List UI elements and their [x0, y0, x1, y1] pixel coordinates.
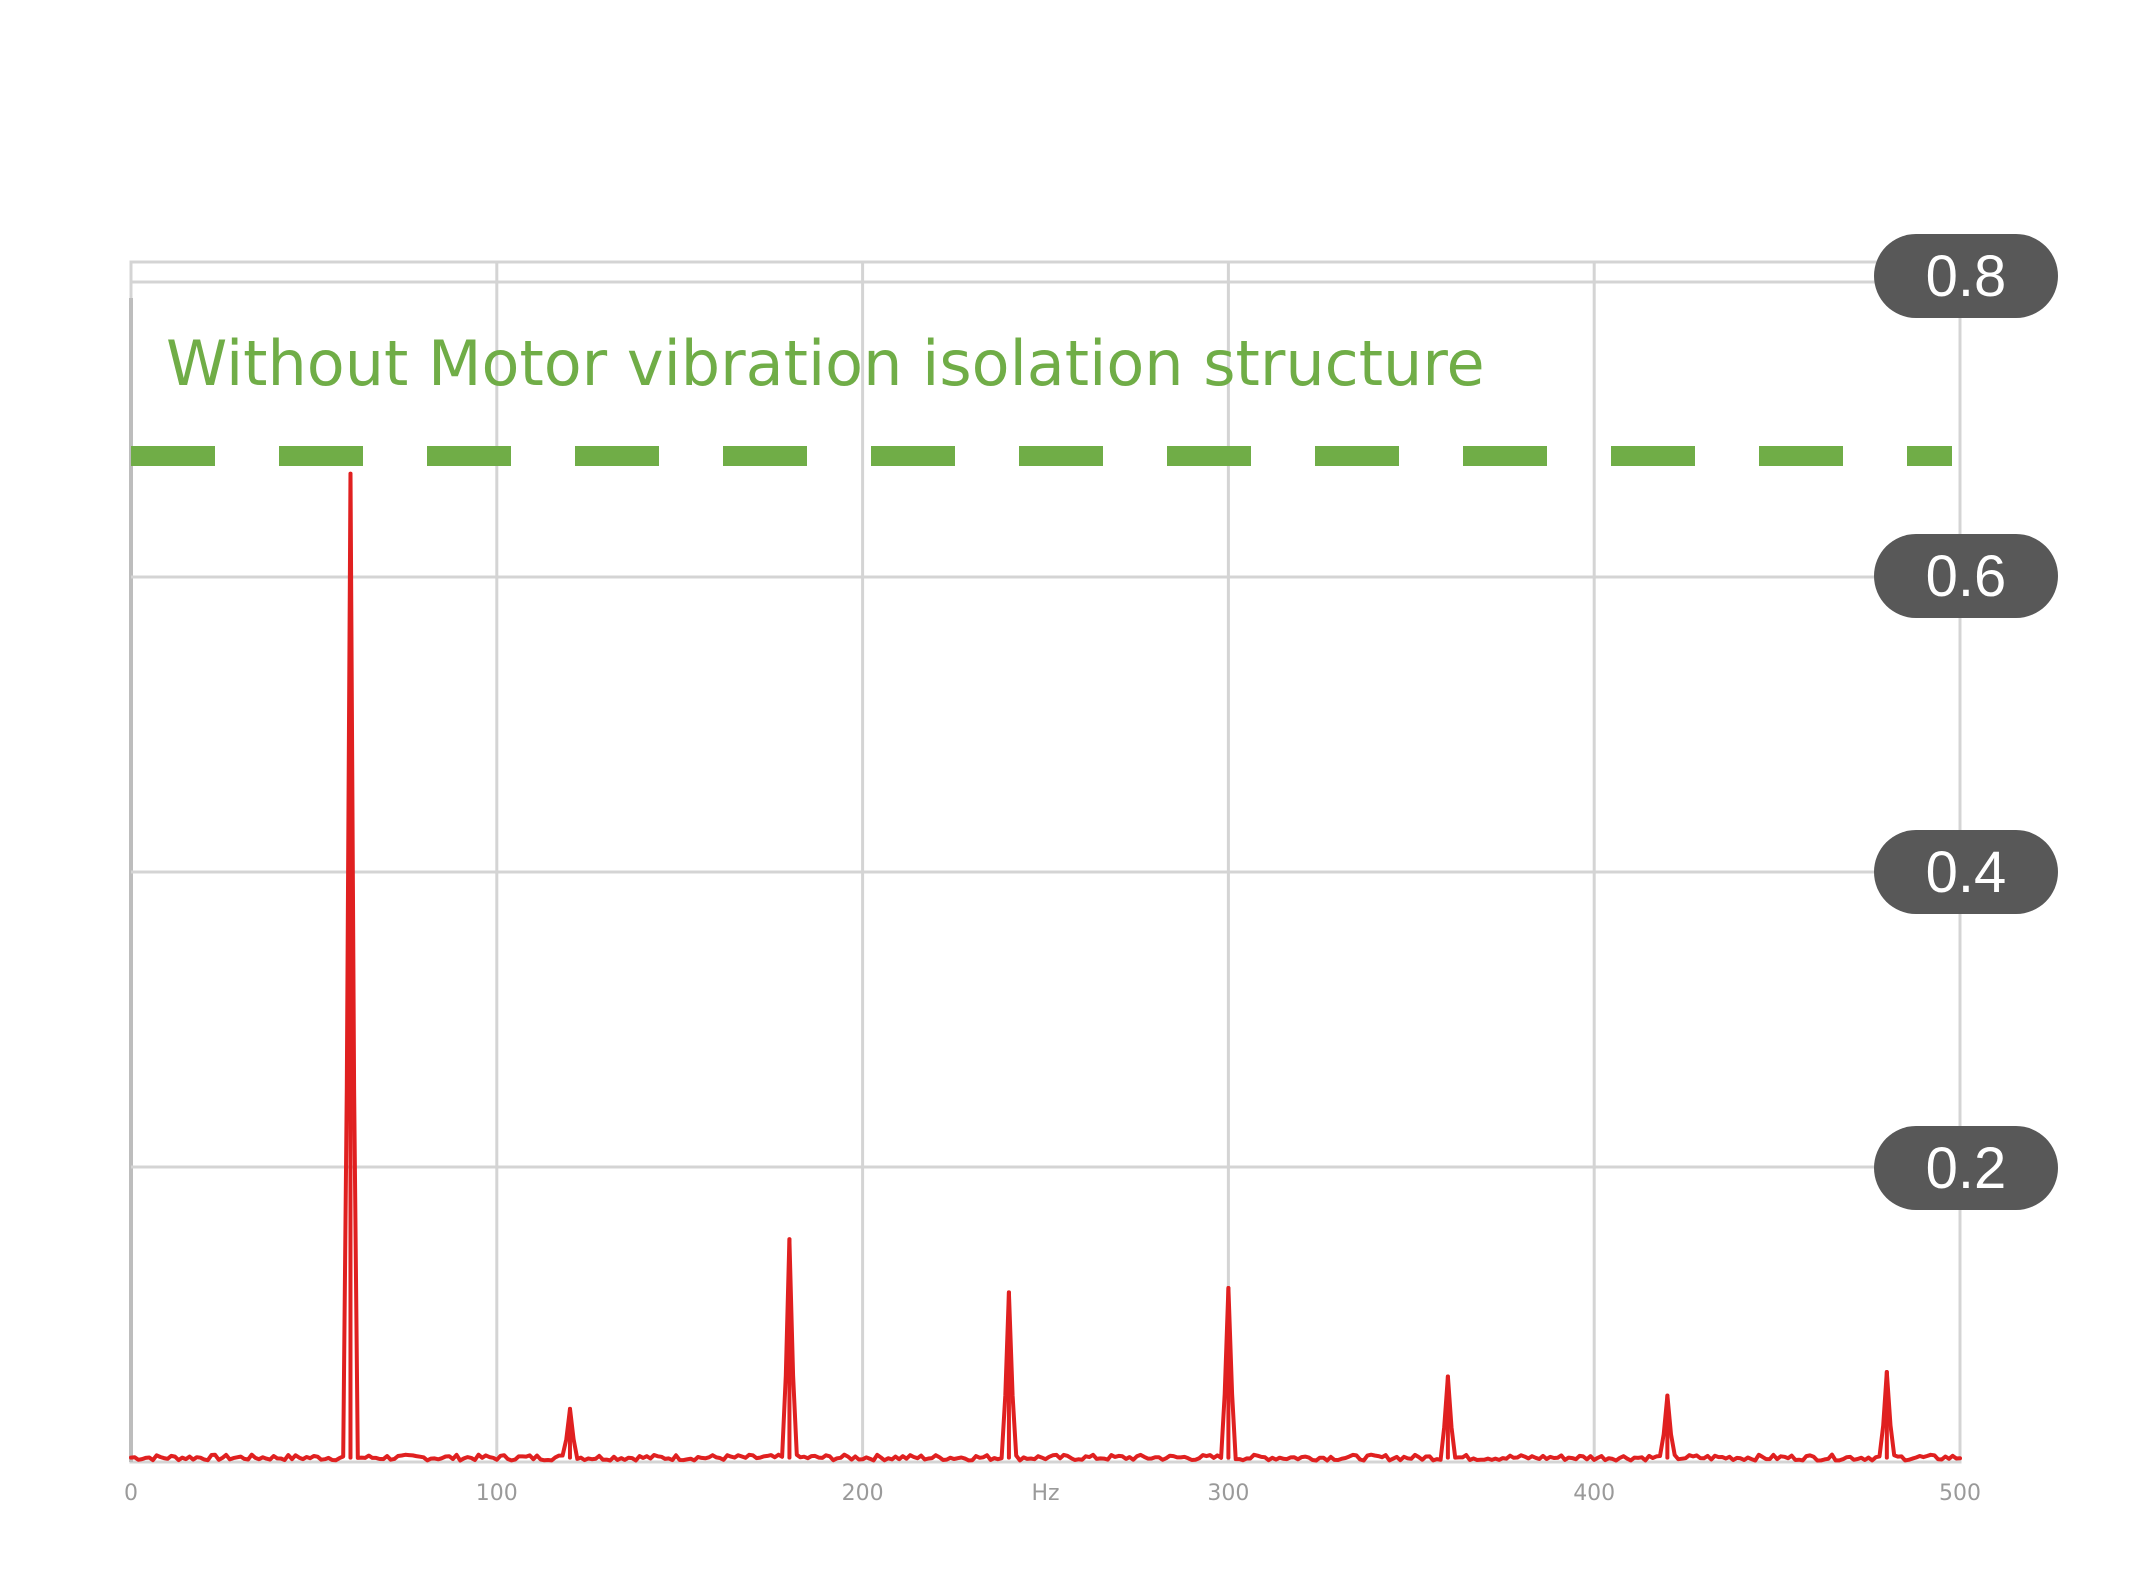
plot-frame [129, 260, 1962, 1464]
grid [129, 260, 1962, 1464]
x-tick-label: 200 [842, 1481, 884, 1506]
y-tick-label: 0.2 [1926, 1136, 2007, 1201]
y-tick-label: 0.6 [1926, 544, 2007, 609]
annotation-layer: Without Motor vibration isolation struct… [131, 327, 1952, 466]
x-tick-label: 500 [1939, 1481, 1981, 1506]
x-tick-label: Hz [1031, 1481, 1059, 1506]
y-tick-badge: 0.8 [1874, 234, 2058, 318]
x-tick-label: 300 [1207, 1481, 1249, 1506]
series-layer [129, 471, 1962, 1463]
x-tick-label: 400 [1573, 1481, 1615, 1506]
y-tick-label: 0.8 [1926, 244, 2007, 309]
y-tick-label: 0.4 [1926, 840, 2007, 905]
spectrum-line [129, 471, 1962, 1463]
x-tick-label: 100 [476, 1481, 518, 1506]
y-badge-pill [1874, 1126, 2058, 1210]
x-axis-ticks: 0 100 200 Hz 300 400 500 [124, 1481, 1981, 1506]
y-tick-badge: 0.6 [1874, 534, 2058, 618]
annotation-text: Without Motor vibration isolation struct… [166, 327, 1485, 400]
y-badge-pill [1874, 234, 2058, 318]
y-badge-pill [1874, 830, 2058, 914]
y-tick-badge: 0.2 [1874, 1126, 2058, 1210]
y-axis-badges: 0.8 0.6 0.4 0.2 [1874, 234, 2058, 1210]
y-tick-badge: 0.4 [1874, 830, 2058, 914]
x-tick-label: 0 [124, 1481, 138, 1506]
y-badge-pill [1874, 534, 2058, 618]
